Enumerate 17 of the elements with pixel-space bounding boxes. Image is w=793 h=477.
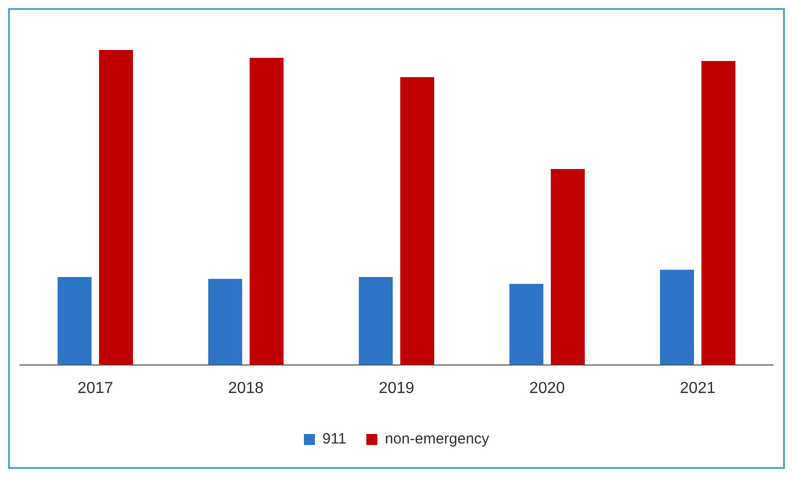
bar xyxy=(250,58,284,365)
bar xyxy=(58,276,92,365)
bar xyxy=(400,77,434,365)
x-tick-label: 2018 xyxy=(228,380,264,397)
legend-label: non-emergency xyxy=(384,430,490,448)
legend-label: 911 xyxy=(322,430,346,448)
bar xyxy=(660,270,694,365)
bar xyxy=(358,276,393,365)
x-tick-label: 2020 xyxy=(529,380,565,397)
bar xyxy=(99,50,133,365)
bar xyxy=(701,61,736,365)
x-tick-label: 2021 xyxy=(680,380,716,397)
bar xyxy=(509,284,544,365)
bar xyxy=(550,168,585,365)
x-tick-label: 2017 xyxy=(78,380,114,397)
x-tick-label: 2019 xyxy=(378,380,414,397)
bar xyxy=(208,278,242,365)
